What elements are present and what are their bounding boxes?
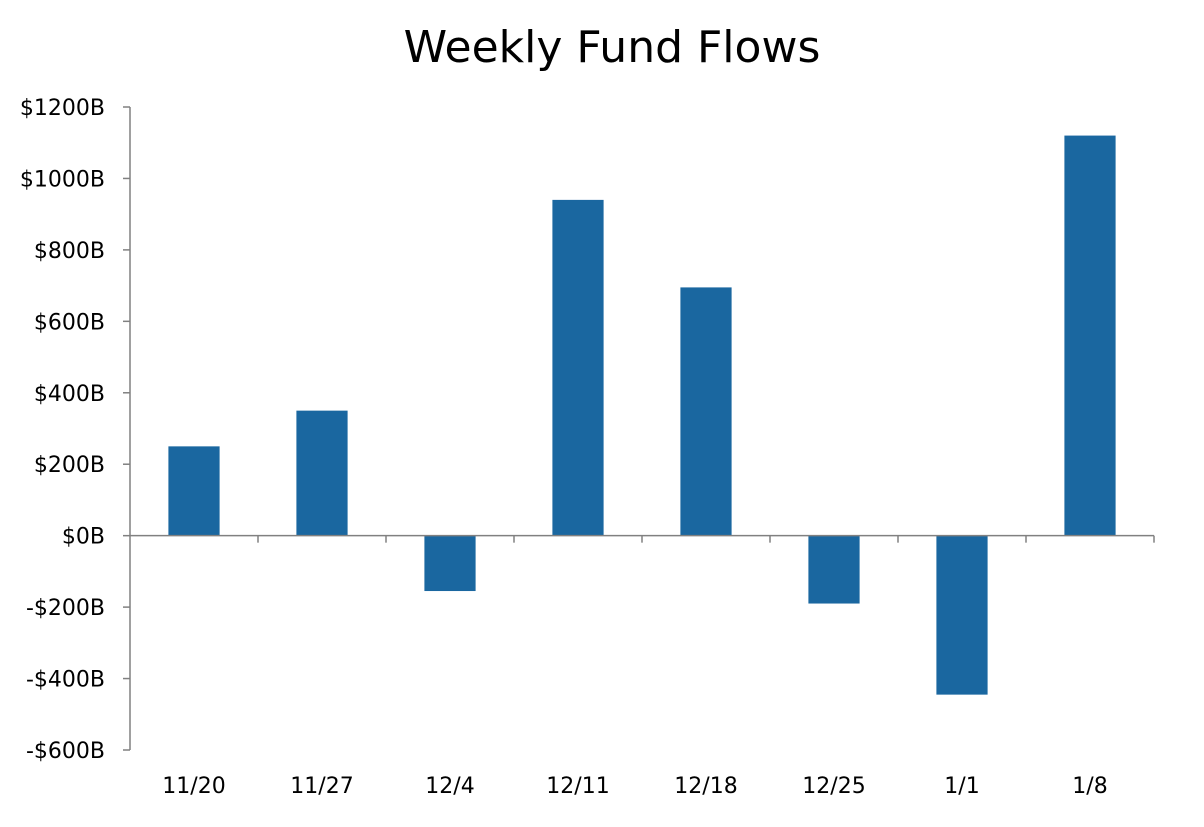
bar-12-11 xyxy=(552,199,604,536)
x-tick-label: 12/18 xyxy=(674,774,737,799)
bars-group xyxy=(168,135,1116,695)
chart-title: Weekly Fund Flows xyxy=(404,22,821,73)
y-tick-label: $600B xyxy=(34,310,105,335)
x-tick-label: 1/1 xyxy=(944,774,979,799)
y-tick-label: $1000B xyxy=(20,167,105,192)
x-tick-label: 12/11 xyxy=(546,774,609,799)
x-tick-label: 1/8 xyxy=(1072,774,1107,799)
y-tick-label: $0B xyxy=(62,525,105,550)
bar-12-25 xyxy=(808,535,860,604)
bar-11-20 xyxy=(168,446,220,536)
x-tick-label: 11/20 xyxy=(162,774,225,799)
bar-12-18 xyxy=(680,287,732,536)
bar-11-27 xyxy=(296,410,348,536)
y-tick-label: $800B xyxy=(34,239,105,264)
y-tick-label: -$200B xyxy=(26,596,105,621)
y-axis: -$600B -$400B -$200B $0B $200B $400B $600B $800… xyxy=(20,96,131,764)
bar-1-8 xyxy=(1064,135,1116,536)
y-tick-label: -$600B xyxy=(26,739,105,764)
y-tick-label: $200B xyxy=(34,453,105,478)
y-tick-label: -$400B xyxy=(26,668,105,693)
x-axis: 11/20 11/27 12/4 12/11 12/18 12/25 1/1 1/8 xyxy=(130,534,1155,799)
y-tick-label: $1200B xyxy=(20,96,105,121)
x-tick-label: 12/25 xyxy=(802,774,865,799)
x-tick-label: 12/4 xyxy=(425,774,474,799)
bar-1-1 xyxy=(936,535,988,695)
x-tick-label: 11/27 xyxy=(290,774,353,799)
y-tick-label: $400B xyxy=(34,382,105,407)
bar-12-4 xyxy=(424,535,476,592)
